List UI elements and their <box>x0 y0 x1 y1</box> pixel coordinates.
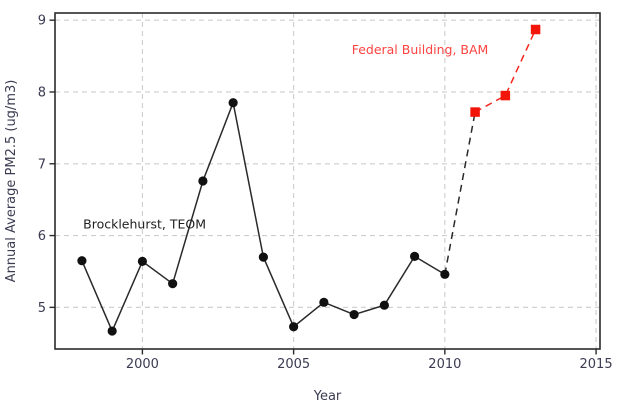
data-point-square <box>530 24 541 35</box>
series-line-transition-connector <box>444 111 476 275</box>
data-point-circle <box>168 279 178 289</box>
data-point-circle <box>319 297 329 307</box>
plot-border <box>54 12 601 350</box>
data-point-circle <box>137 256 148 267</box>
data-point-circle <box>379 300 389 310</box>
y-tick-label: 6 <box>38 229 46 244</box>
series-label-federal-building-bam: Federal Building, BAM <box>352 42 489 57</box>
x-tick-label: 2000 <box>126 357 159 372</box>
data-point-circle <box>349 309 359 320</box>
data-point-circle <box>258 252 268 262</box>
data-point-circle <box>77 256 87 266</box>
x-tick-label: 2010 <box>428 357 461 372</box>
x-axis-title: Year <box>313 389 342 404</box>
y-tick-label: 7 <box>38 157 46 172</box>
data-point-square <box>500 90 511 101</box>
data-point-circle <box>289 322 299 332</box>
y-tick-label: 5 <box>38 301 46 316</box>
data-point-circle <box>198 176 208 186</box>
data-point-square <box>470 107 480 117</box>
series-label-brocklehurst-teom: Brocklehurst, TEOM <box>83 216 206 231</box>
data-point-circle <box>107 326 117 336</box>
y-tick-label: 8 <box>38 85 46 100</box>
y-tick-label: 9 <box>38 14 46 29</box>
x-tick-label: 2015 <box>580 357 613 372</box>
data-point-circle <box>228 98 238 108</box>
y-axis-title: Annual Average PM2.5 (ug/m3) <box>4 80 19 283</box>
x-tick-label: 2005 <box>277 357 310 372</box>
data-point-circle <box>440 269 450 279</box>
data-point-circle <box>410 251 420 261</box>
